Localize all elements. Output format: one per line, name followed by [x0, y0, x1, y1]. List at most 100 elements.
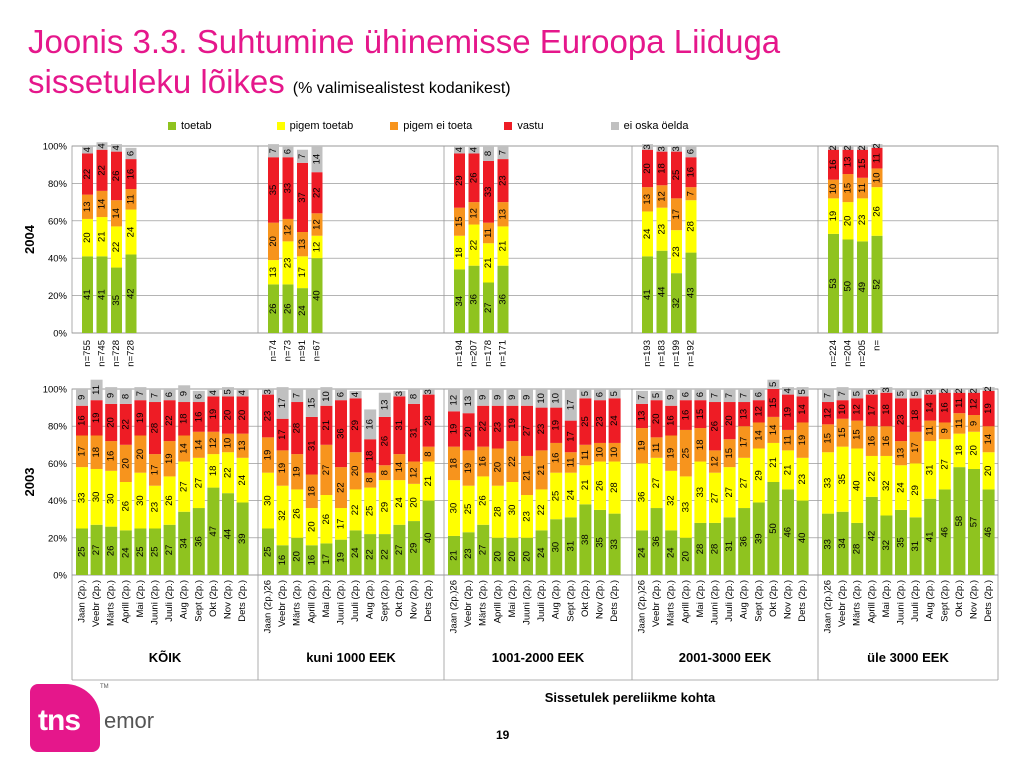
data-label: 16 — [193, 412, 204, 423]
data-label: 7 — [268, 148, 279, 153]
category-label: n=74 — [268, 340, 279, 361]
category-label: Okt (2p.) — [768, 580, 779, 617]
data-label: 14 — [925, 402, 936, 413]
bar-segment-pigem-toetab — [550, 472, 563, 520]
data-label: 16 — [666, 415, 677, 426]
bar-segment-pigem-ei-toeta — [468, 202, 480, 225]
bar-segment-toetab — [491, 537, 504, 575]
bar-segment-ei-oska-öelda — [968, 389, 980, 393]
data-label: 16 — [828, 159, 839, 170]
category-label: n=728 — [111, 340, 122, 367]
data-label: 18 — [954, 445, 965, 456]
bar-segment-pigem-toetab — [408, 483, 420, 522]
bar-segment-vastu — [149, 402, 161, 455]
data-label: 58 — [954, 516, 965, 527]
data-label: 11 — [483, 228, 494, 238]
data-label: 6 — [686, 149, 697, 154]
bar-segment-vastu — [851, 398, 864, 421]
data-label: 8 — [365, 477, 376, 482]
bar-segment-pigem-ei-toeta — [462, 450, 475, 486]
bar-segment-toetab — [579, 504, 592, 575]
y-tick-label: 0% — [53, 571, 67, 582]
data-label: 41 — [925, 532, 936, 543]
data-label: 16 — [686, 167, 697, 178]
bar-segment-pigem-ei-toeta — [454, 207, 465, 236]
bar-segment-pigem-ei-toeta — [842, 174, 854, 203]
bar-segment-pigem-toetab — [236, 457, 249, 503]
data-label: 2 — [969, 388, 980, 393]
data-label: 19 — [164, 453, 175, 464]
data-label: 35 — [595, 537, 606, 548]
data-label: 24 — [237, 475, 248, 486]
bar-segment-ei-oska-öelda — [694, 389, 707, 401]
legend-swatch — [390, 122, 399, 130]
page-title-line2: sissetuleku lõikes (% valimisealistest ko… — [28, 62, 1008, 109]
bar-segment-pigem-toetab — [90, 468, 103, 525]
data-label: 33 — [823, 539, 834, 550]
bar-segment-vastu — [895, 398, 907, 442]
data-label: 20 — [642, 163, 653, 174]
data-label: 24 — [666, 547, 677, 558]
data-label: 16 — [478, 456, 489, 467]
bar-segment-pigem-toetab — [650, 457, 663, 509]
data-label: 20 — [680, 551, 691, 562]
data-label: 15 — [768, 398, 779, 409]
data-label: 6 — [595, 392, 606, 397]
bar-segment-vastu — [836, 400, 849, 419]
bar-segment-toetab — [335, 539, 347, 575]
category-label: Sept (2p.) — [565, 580, 576, 622]
category-label: Juuni (2p.) — [522, 580, 533, 625]
bar-segment-pigem-toetab — [594, 461, 606, 510]
y-tick-label: 80% — [48, 179, 68, 190]
data-label: 41 — [97, 289, 108, 300]
data-label: 15 — [724, 448, 735, 459]
data-label: 22 — [507, 456, 518, 467]
data-label: 31 — [409, 427, 420, 438]
data-label: 36 — [651, 536, 662, 547]
bar-segment-toetab — [222, 493, 234, 575]
data-label: 26 — [292, 508, 303, 519]
bar-segment-pigem-ei-toeta — [335, 467, 347, 509]
data-label: 27 — [522, 426, 533, 437]
legend-item: pigem toetab — [276, 120, 353, 132]
bar-segment-toetab — [679, 537, 692, 575]
data-label: 30 — [135, 495, 146, 506]
bar-segment-toetab — [76, 528, 88, 575]
bar-segment-pigem-toetab — [262, 472, 274, 529]
bar-segment-pigem-ei-toeta — [297, 232, 308, 257]
bar-segment-vastu — [349, 398, 362, 453]
bar-segment-pigem-toetab — [938, 439, 951, 490]
bar-segment-pigem-toetab — [462, 485, 475, 533]
bar-segment-pigem-ei-toeta — [752, 422, 765, 449]
bar-segment-ei-oska-öelda — [297, 149, 308, 163]
bar-segment-vastu — [694, 400, 707, 429]
data-label: 29 — [454, 175, 465, 186]
data-label: 21 — [580, 480, 591, 491]
bar-segment-pigem-toetab — [320, 495, 333, 544]
data-label: 22 — [97, 165, 108, 176]
bar-segment-pigem-ei-toeta — [262, 437, 274, 473]
category-label: Aprill (2p.) — [680, 580, 691, 623]
bar-segment-pigem-ei-toeta — [723, 439, 736, 468]
bar-segment-pigem-toetab — [822, 452, 834, 514]
legend-swatch — [276, 122, 285, 130]
bar-segment-pigem-ei-toeta — [679, 429, 692, 477]
bar-segment-pigem-toetab — [311, 235, 323, 259]
data-label: 16 — [881, 436, 892, 447]
category-label: Dets (2p.) — [237, 580, 248, 622]
data-label: 23 — [283, 258, 294, 269]
bar-segment-ei-oska-öelda — [76, 389, 88, 406]
data-label: 50 — [768, 523, 779, 534]
data-label: 33 — [483, 187, 494, 198]
data-label: 7 — [150, 393, 161, 398]
bar-segment-toetab — [857, 241, 868, 333]
data-label: 27 — [91, 545, 102, 556]
bar-segment-vastu — [477, 405, 490, 447]
category-label: n=178 — [483, 340, 494, 367]
data-label: 24 — [637, 547, 648, 558]
data-label: 24 — [609, 415, 620, 426]
bar-segment-vastu — [408, 403, 420, 462]
data-label: 28 — [852, 544, 863, 555]
data-label: 33 — [77, 493, 88, 504]
bar-segment-pigem-ei-toeta — [924, 420, 937, 442]
